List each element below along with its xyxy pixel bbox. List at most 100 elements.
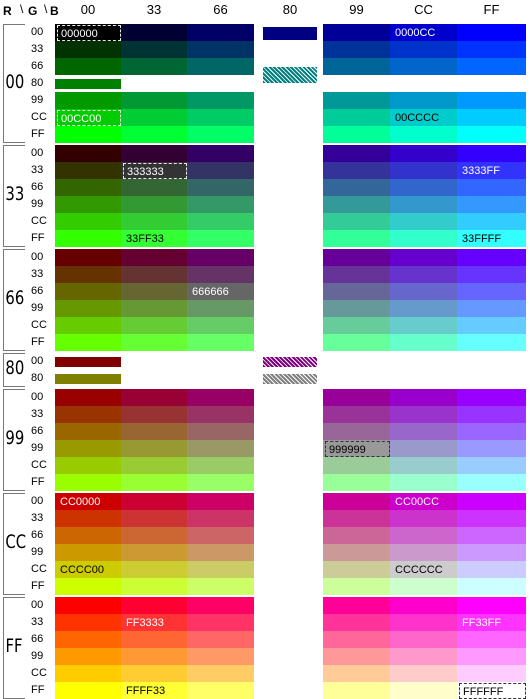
swatch-9966FF: [457, 423, 526, 440]
swatch-FFCC66: [187, 665, 254, 682]
swatch-FFCC00: [55, 665, 121, 682]
swatch-FF00FF: [457, 597, 526, 614]
swatch-66CCFF: [457, 317, 526, 334]
swatch-003366: [187, 41, 254, 58]
swatch-CC99CC: [390, 544, 457, 561]
swatch-CC99FF: [457, 544, 526, 561]
red-label-33: 33: [5, 183, 25, 205]
swatch-66CC99: [323, 317, 390, 334]
color-code-label: CC00CC: [395, 496, 440, 508]
swatch-6600FF: [457, 249, 526, 266]
color-code-label: CCCCCC: [395, 564, 443, 576]
swatch-FF33CC: [390, 614, 457, 631]
swatch-FF6666: [187, 631, 254, 648]
swatch-FF3333: [121, 614, 187, 631]
swatch-FFCCFF: [457, 665, 526, 682]
swatch-FF3366: [187, 614, 254, 631]
swatch-CC0066: [187, 493, 254, 510]
swatch-990099: [323, 389, 390, 406]
color-code-label: 00CC00: [57, 110, 121, 126]
swatch-FF0000: [55, 597, 121, 614]
swatch-FF0066: [187, 597, 254, 614]
swatch-CCCCFF: [457, 561, 526, 578]
swatch-333399: [323, 162, 390, 179]
swatch-99CCFF: [457, 457, 526, 474]
swatch-CCCC00: [55, 561, 121, 578]
swatch-FF00CC: [390, 597, 457, 614]
color-code-label: 666666: [192, 286, 229, 298]
swatch-3300CC: [390, 145, 457, 162]
swatch-336699: [323, 179, 390, 196]
swatch-CC00FF: [457, 493, 526, 510]
swatch-660099: [323, 249, 390, 266]
green-label-80-00: 00: [31, 355, 44, 367]
color-code-label: 000000: [57, 25, 121, 41]
swatch-00CC99: [323, 109, 390, 126]
swatch-66FF33: [121, 334, 187, 351]
swatch-009900: [55, 92, 121, 109]
swatch-000033: [121, 24, 187, 41]
red-label-66: 66: [5, 287, 25, 309]
swatch-0099CC: [390, 92, 457, 109]
swatch-CCFF99: [323, 578, 390, 595]
swatch-CCCC66: [187, 561, 254, 578]
swatch-330099: [323, 145, 390, 162]
green-label-99-33: 33: [31, 408, 44, 420]
color-code-label: CCCC00: [60, 564, 105, 576]
swatch-CC6666: [187, 527, 254, 544]
swatch-3399FF: [457, 196, 526, 213]
swatch-FF33FF: [457, 614, 526, 631]
green-label-80-80: 80: [31, 372, 44, 384]
swatch-CC0000: [55, 493, 121, 510]
swatch-9900FF: [457, 389, 526, 406]
swatch-CC00CC: [390, 493, 457, 510]
red-group-80: [3, 353, 25, 387]
color-code-label: 0000CC: [395, 27, 436, 39]
swatch-0066FF: [457, 58, 526, 75]
swatch-00FFFF: [457, 126, 526, 143]
red-label-FF: FF: [5, 635, 23, 657]
swatch-3333CC: [390, 162, 457, 179]
swatch-9999CC: [390, 440, 457, 457]
swatch-CC66CC: [390, 527, 457, 544]
swatch-666633: [121, 283, 187, 300]
swatch-669966: [187, 300, 254, 317]
swatch-3366FF: [457, 179, 526, 196]
swatch-000080: [263, 27, 317, 40]
swatch-CC9900: [55, 544, 121, 561]
swatch-33CCCC: [390, 213, 457, 230]
green-label-33-00: 00: [31, 147, 44, 159]
swatch-993300: [55, 406, 121, 423]
red-group-CC: [3, 493, 25, 595]
red-group-99: [3, 389, 25, 491]
swatch-FF66FF: [457, 631, 526, 648]
color-code-label: 33FF33: [126, 233, 164, 245]
swatch-33FFFF: [457, 230, 526, 247]
green-label-00-CC: CC: [31, 111, 47, 123]
swatch-66CCCC: [390, 317, 457, 334]
swatch-996600: [55, 423, 121, 440]
swatch-00CCCC: [390, 109, 457, 126]
swatch-CC9966: [187, 544, 254, 561]
swatch-33CC66: [187, 213, 254, 230]
swatch-FFFF00: [55, 682, 121, 699]
swatch-339999: [323, 196, 390, 213]
swatch-0066CC: [390, 58, 457, 75]
green-label-FF-00: 00: [31, 599, 44, 611]
green-label-00-80: 80: [31, 77, 44, 89]
swatch-6699FF: [457, 300, 526, 317]
red-label-99: 99: [5, 427, 25, 449]
swatch-333366: [187, 162, 254, 179]
red-label-80: 80: [5, 357, 25, 379]
swatch-33CCFF: [457, 213, 526, 230]
swatch-663399: [323, 266, 390, 283]
swatch-808000: [55, 374, 121, 384]
corner-g-label: G: [28, 4, 38, 18]
swatch-CCFFCC: [390, 578, 457, 595]
green-label-00-66: 66: [31, 60, 44, 72]
swatch-FF6600: [55, 631, 121, 648]
swatch-339966: [187, 196, 254, 213]
green-label-66-33: 33: [31, 268, 44, 280]
green-label-33-99: 99: [31, 198, 44, 210]
green-label-CC-33: 33: [31, 512, 44, 524]
